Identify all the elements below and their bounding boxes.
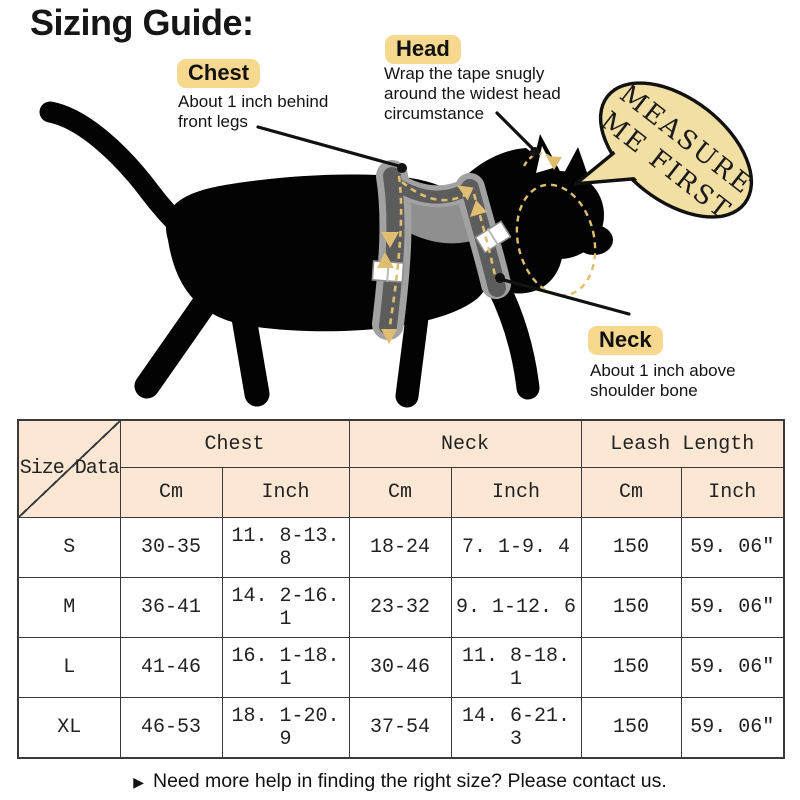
table-cell: 14. 6-21. 3: [450, 697, 582, 759]
table-row-size-m: M 36-41 14. 2-16. 1 23-32 9. 1-12. 6 150…: [17, 577, 785, 638]
table-row-size-l: L 41-46 16. 1-18. 1 30-46 11. 8-18. 1 15…: [17, 637, 785, 698]
cat-muzzle: [575, 225, 613, 255]
table-cell: 150: [580, 577, 682, 638]
column-header-leash-inch: Inch: [680, 467, 785, 518]
cat-silhouette-icon: [39, 101, 613, 408]
cat-leg-hind-back: [134, 290, 218, 399]
table-cell: 59. 06″: [680, 517, 785, 578]
arrow-down: [381, 232, 399, 248]
arrow-up: [377, 252, 394, 268]
table-cell: 18. 1-20. 9: [221, 697, 350, 759]
arrow-down-ear: [546, 156, 562, 170]
neck-pointer-line: [498, 277, 631, 316]
harness-buckle-neck: [474, 220, 512, 254]
head-description: Wrap the tape snugly around the widest h…: [384, 64, 561, 124]
table-cell: 36-41: [119, 577, 223, 638]
footer-note: ▶ Need more help in finding the right si…: [0, 765, 800, 797]
arrow-up-neck: [470, 200, 487, 217]
corner-header-label: Size Data: [19, 457, 119, 481]
table-cell: 59. 06″: [680, 697, 785, 759]
size-cell: L: [17, 637, 121, 698]
harness-chest-strap: [379, 167, 405, 335]
play-arrow-icon: ▶: [133, 774, 144, 790]
harness-back-strap: [383, 173, 475, 204]
cat-tail: [39, 101, 197, 243]
table-cell: 150: [580, 697, 682, 759]
cat-leg-front-forward: [486, 274, 540, 400]
footer-text: Need more help in finding the right size…: [152, 769, 667, 792]
table-cell: 11. 8-13. 8: [221, 517, 350, 578]
chest-description: About 1 inch behind front legs: [178, 92, 329, 132]
corner-header-cell: Size Data: [17, 419, 121, 518]
callout-lines: [256, 111, 631, 316]
chest-pointer-line: [256, 125, 401, 168]
table-cell: 30-35: [119, 517, 223, 578]
arrow-down-belly: [381, 329, 397, 344]
table-row-size-xl: XL 46-53 18. 1-20. 9 37-54 14. 6-21. 3 1…: [17, 697, 785, 759]
size-cell: XL: [17, 697, 121, 759]
cat-ear-near: [563, 147, 591, 184]
table-cell: 150: [580, 517, 682, 578]
cat-leg-hind-front: [230, 299, 270, 407]
table-cell: 16. 1-18. 1: [221, 637, 350, 698]
size-cell: M: [17, 577, 121, 638]
column-header-leash-cm: Cm: [580, 467, 682, 518]
neck-label-chip: Neck: [588, 326, 663, 356]
table-cell: 14. 2-16. 1: [221, 577, 350, 638]
table-cell: 11. 8-18. 1: [450, 637, 582, 698]
table-cell: 46-53: [119, 697, 223, 759]
table-cell: 18-24: [348, 517, 452, 578]
table-cell: 59. 06″: [680, 577, 785, 638]
neck-pointer-dot: [495, 273, 505, 283]
chest-label-chip: Chest: [177, 59, 261, 89]
cat-measurement-illustration: MEASURE ME FIRST: [39, 79, 759, 408]
cat-ear-inner: [536, 146, 553, 173]
neck-description: About 1 inch above shoulder bone: [590, 361, 736, 401]
chest-pointer-dot: [397, 163, 407, 173]
column-header-neck-inch: Inch: [450, 467, 582, 518]
table-cell: 59. 06″: [680, 637, 785, 698]
head-pointer-dot: [530, 147, 540, 157]
head-pointer-line: [495, 111, 535, 151]
column-group-neck: Neck: [348, 419, 582, 468]
table-row-size-s: S 30-35 11. 8-13. 8 18-24 7. 1-9. 4 150 …: [17, 517, 785, 578]
table-cell: 41-46: [119, 637, 223, 698]
table-cell: 30-46: [348, 637, 452, 698]
page-title: Sizing Guide:: [30, 2, 254, 43]
size-cell: S: [17, 517, 121, 578]
arrow-right-down: [456, 185, 474, 201]
head-label-chip: Head: [385, 35, 461, 65]
table-cell: 9. 1-12. 6: [450, 577, 582, 638]
column-header-neck-cm: Cm: [348, 467, 452, 518]
speech-bubble: MEASURE ME FIRST: [574, 79, 759, 226]
column-header-chest-inch: Inch: [221, 467, 350, 518]
cat-leg-front-back: [395, 282, 432, 408]
column-header-chest-cm: Cm: [119, 467, 223, 518]
column-group-chest: Chest: [119, 419, 350, 468]
table-cell: 7. 1-9. 4: [450, 517, 582, 578]
size-table: Size Data Chest Neck Leash Length Cm Inc…: [17, 419, 786, 759]
table-cell: 23-32: [348, 577, 452, 638]
column-group-leash-length: Leash Length: [580, 419, 785, 468]
table-cell: 37-54: [348, 697, 452, 759]
measure-tape-arrows: [377, 152, 597, 344]
table-cell: 150: [580, 637, 682, 698]
